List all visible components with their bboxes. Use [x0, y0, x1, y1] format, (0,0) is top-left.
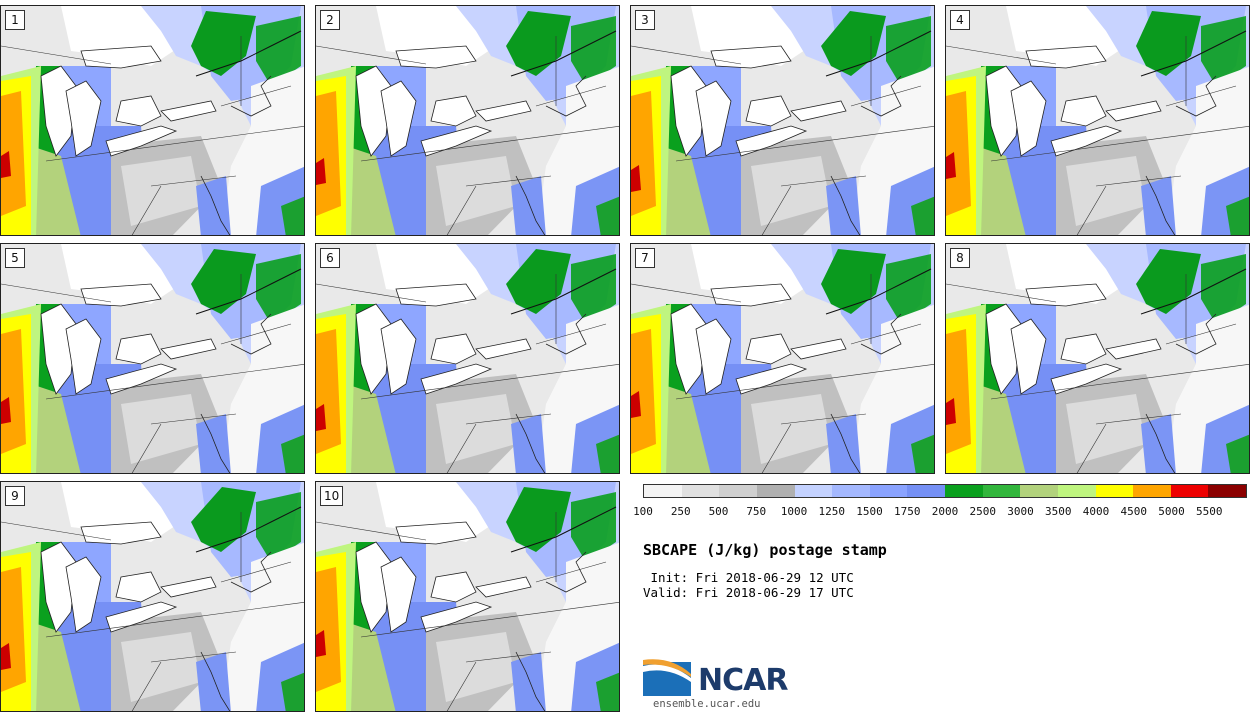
colorbar-tick-label: 3500 [1045, 505, 1072, 518]
map-panel: 3 [630, 5, 935, 236]
map-image [1, 6, 304, 235]
map-image [631, 244, 934, 473]
colorbar-tick-label: 4000 [1082, 505, 1110, 518]
ncar-logo-text: NCAR [698, 663, 788, 698]
colorbar-tick-label: 1750 [894, 505, 921, 518]
colorbar-tick-label: 2000 [931, 505, 959, 518]
map-panel: 1 [0, 5, 305, 236]
panel-number: 8 [950, 248, 970, 268]
colorbar-tick-label: 5500 [1196, 505, 1223, 518]
colorbar-tick-label: 4500 [1120, 505, 1148, 518]
map-image [946, 6, 1249, 235]
colorbar-swatch [681, 485, 720, 497]
map-panel: 5 [0, 243, 305, 474]
colorbar-swatch [869, 485, 908, 497]
panel-number: 3 [635, 10, 655, 30]
colorbar-tick-label: 2500 [969, 505, 997, 518]
map-image [316, 482, 619, 711]
map-image [631, 6, 934, 235]
colorbar-swatch [832, 485, 870, 497]
colorbar [643, 484, 1247, 498]
colorbar-swatch [1133, 485, 1171, 497]
site-url: ensemble.ucar.edu [653, 698, 761, 710]
map-panel: 7 [630, 243, 935, 474]
panel-number: 9 [5, 486, 25, 506]
colorbar-tick-label: 100 [633, 505, 653, 518]
colorbar-swatch [945, 485, 983, 497]
panel-number: 6 [320, 248, 340, 268]
colorbar-swatch [719, 485, 757, 497]
colorbar-swatch [1208, 485, 1246, 497]
colorbar-swatch [756, 485, 795, 497]
colorbar-swatch [1095, 485, 1134, 497]
map-image [1, 482, 304, 711]
panel-number: 7 [635, 248, 655, 268]
map-image [1, 244, 304, 473]
map-panel: 8 [945, 243, 1250, 474]
colorbar-tick-label: 5000 [1158, 505, 1185, 518]
map-title: SBCAPE (J/kg) postage stamp [643, 541, 887, 559]
valid-time: Valid: Fri 2018-06-29 17 UTC [643, 585, 854, 600]
panel-number: 1 [5, 10, 25, 30]
colorbar-swatch [1020, 485, 1058, 497]
map-panel: 10 [315, 481, 620, 712]
map-image [316, 6, 619, 235]
colorbar-tick-label: 750 [746, 505, 767, 518]
colorbar-swatch [644, 485, 682, 497]
panel-number: 5 [5, 248, 25, 268]
colorbar-swatch [907, 485, 945, 497]
panel-number: 10 [320, 486, 344, 506]
ncar-logo-icon [643, 659, 691, 696]
colorbar-swatch [1057, 485, 1096, 497]
colorbar-tick-label: 250 [670, 505, 691, 518]
colorbar-tick-label: 1500 [856, 505, 883, 518]
colorbar-tick-label: 3000 [1007, 505, 1034, 518]
colorbar-swatch [794, 485, 833, 497]
map-panel: 2 [315, 5, 620, 236]
map-panel: 6 [315, 243, 620, 474]
colorbar-tick-label: 1250 [818, 505, 846, 518]
map-panel: 4 [945, 5, 1250, 236]
colorbar-swatch [1170, 485, 1209, 497]
map-image [946, 244, 1249, 473]
map-image [316, 244, 619, 473]
panel-number: 4 [950, 10, 970, 30]
map-panel: 9 [0, 481, 305, 712]
colorbar-swatch [982, 485, 1021, 497]
colorbar-tick-label: 500 [708, 505, 729, 518]
panel-number: 2 [320, 10, 340, 30]
init-time: Init: Fri 2018-06-29 12 UTC [643, 570, 854, 585]
colorbar-tick-label: 1000 [780, 505, 808, 518]
